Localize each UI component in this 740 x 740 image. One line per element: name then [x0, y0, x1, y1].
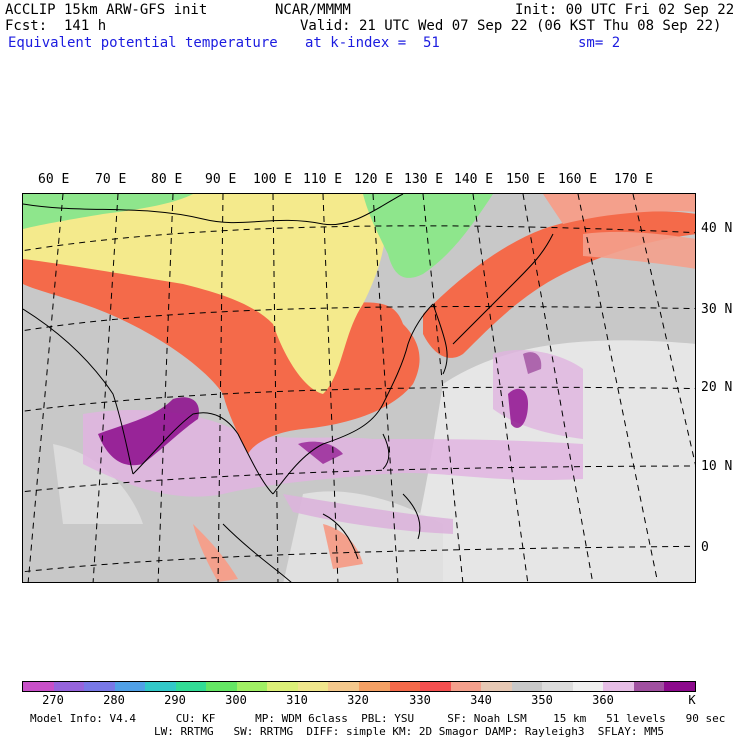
- south-china-max: [298, 441, 343, 464]
- green-northwest: [23, 194, 193, 229]
- colorbar-tick: 270: [42, 693, 64, 707]
- arabian-sea-light-region: [53, 444, 143, 524]
- salmon-arc: [583, 231, 695, 269]
- colorbar-tick: 290: [164, 693, 186, 707]
- colorbar-segment: [114, 682, 146, 691]
- warm-land-belt: [23, 234, 420, 454]
- smoothing: sm= 2: [578, 35, 621, 51]
- colorbar-segment: [206, 682, 237, 691]
- lon-label: 110 E: [303, 172, 343, 187]
- theta-e-map: [22, 193, 696, 583]
- colorbar-tick: 320: [347, 693, 369, 707]
- colorbar-unit: K: [688, 693, 696, 707]
- salmon-north: [543, 194, 695, 224]
- colorbar-tick: 310: [286, 693, 308, 707]
- map-field-svg: [23, 194, 695, 582]
- colorbar-segment: [389, 682, 421, 691]
- colorbar-segment: [236, 682, 268, 691]
- lat-label: 40 N: [701, 221, 733, 236]
- colorbar-segment: [633, 682, 665, 691]
- lon-label: 150 E: [506, 172, 546, 187]
- western-pacific-max-north: [523, 352, 542, 374]
- colorbar-segment: [145, 682, 176, 691]
- colorbar-segment: [481, 682, 512, 691]
- lavender-south-band: [283, 494, 453, 534]
- colorbar-tick: 330: [409, 693, 431, 707]
- western-pacific-max: [508, 388, 528, 428]
- salmon-sumatra: [193, 524, 238, 582]
- colorbar-segment: [267, 682, 298, 691]
- lon-label: 160 E: [558, 172, 598, 187]
- colorbar-segment: [572, 682, 604, 691]
- colorbar-segment: [603, 682, 634, 691]
- colorbar-segment: [511, 682, 543, 691]
- model-info-line1: Model Info: V4.4 CU: KF MP: WDM 6class P…: [30, 712, 726, 725]
- forecast-hour: Fcst: 141 h: [5, 18, 107, 34]
- valid-time: Valid: 21 UTC Wed 07 Sep 22 (06 KST Thu …: [300, 18, 722, 34]
- model-title: ACCLIP 15km ARW-GFS init: [5, 2, 208, 18]
- green-northeast: [363, 194, 493, 278]
- colorbar-segment: [53, 682, 85, 691]
- lon-label: 60 E: [38, 172, 70, 187]
- init-time: Init: 00 UTC Fri 02 Sep 22: [515, 2, 735, 18]
- colorbar-segment: [420, 682, 451, 691]
- model-info-line2: LW: RRTMG SW: RRTMG DIFF: simple KM: 2D …: [154, 725, 664, 738]
- colorbar-tick: 280: [103, 693, 125, 707]
- colorbar-tick: 350: [531, 693, 553, 707]
- center-label: NCAR/MMMM: [275, 2, 351, 18]
- colorbar-segment: [23, 682, 54, 691]
- colorbar-segment: [297, 682, 329, 691]
- colorbar-segment: [84, 682, 115, 691]
- lat-label: 30 N: [701, 302, 733, 317]
- colorbar-segment: [450, 682, 482, 691]
- lat-label: 20 N: [701, 380, 733, 395]
- bay-of-bengal-max: [98, 397, 199, 466]
- lat-label: 0: [701, 540, 709, 555]
- colorbar-segment: [328, 682, 360, 691]
- colorbar-tick: 340: [470, 693, 492, 707]
- colorbar-tick: 360: [592, 693, 614, 707]
- lon-label: 90 E: [205, 172, 237, 187]
- lon-label: 170 E: [614, 172, 654, 187]
- lat-label: 10 N: [701, 459, 733, 474]
- graticule: [23, 194, 695, 582]
- colorbar-segment: [542, 682, 573, 691]
- lon-label: 120 E: [354, 172, 394, 187]
- colorbar-segment: [175, 682, 207, 691]
- field-name: Equivalent potential temperature: [8, 35, 278, 51]
- lon-label: 100 E: [253, 172, 293, 187]
- yellow-interior: [23, 194, 387, 394]
- colorbar-segment: [359, 682, 390, 691]
- lon-label: 130 E: [404, 172, 444, 187]
- salmon-south-spot: [323, 524, 363, 569]
- level-index: at k-index = 51: [305, 35, 440, 51]
- colorbar-tick: 300: [225, 693, 247, 707]
- colorbar-segment: [664, 682, 696, 691]
- colorbar: [22, 681, 696, 692]
- coastlines: [23, 194, 554, 582]
- lon-label: 70 E: [95, 172, 127, 187]
- lon-label: 140 E: [454, 172, 494, 187]
- lon-label: 80 E: [151, 172, 183, 187]
